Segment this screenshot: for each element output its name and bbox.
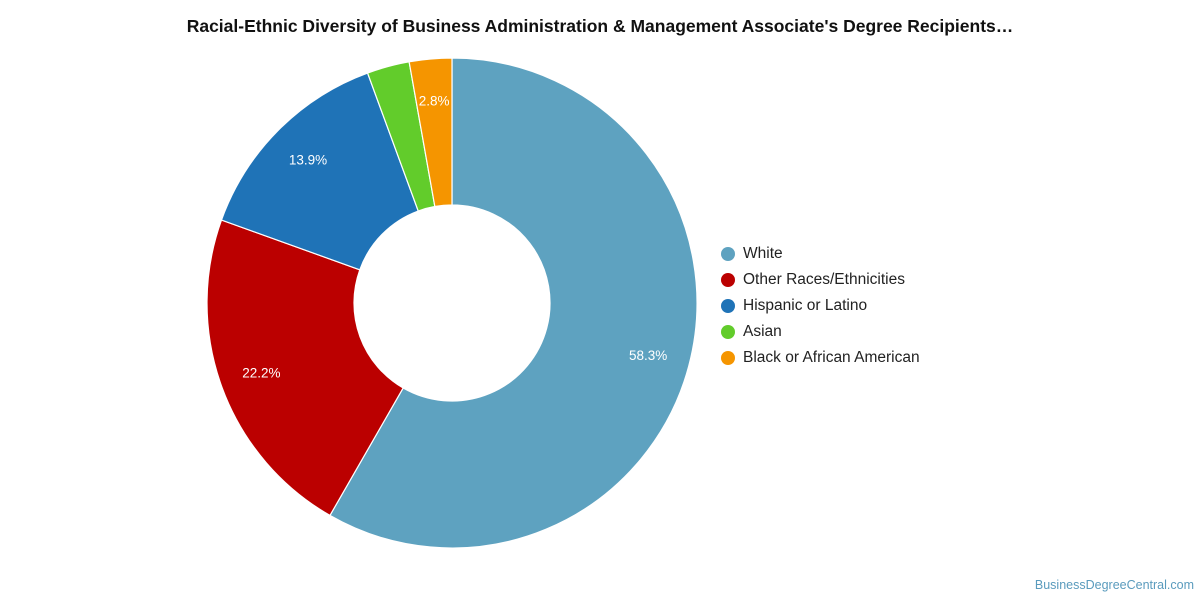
legend-swatch-icon bbox=[721, 325, 735, 339]
legend-label: White bbox=[743, 245, 783, 262]
slice-label-group: 58.3% 22.2% 13.9% 2.8% bbox=[242, 93, 667, 380]
legend-item-black-or-african-american[interactable]: Black or African American bbox=[721, 345, 920, 371]
slice-hispanic-or-latino[interactable] bbox=[220, 72, 419, 271]
slice-label-other-races-ethnicities: 22.2% bbox=[242, 365, 280, 380]
legend-swatch-icon bbox=[721, 351, 735, 365]
slice-other-races-ethnicities[interactable] bbox=[206, 219, 404, 517]
slice-black-or-african-american[interactable] bbox=[408, 57, 453, 208]
slice-white[interactable] bbox=[329, 57, 698, 549]
legend-item-hispanic-or-latino[interactable]: Hispanic or Latino bbox=[721, 293, 920, 319]
slice-label-black-or-african-american: 2.8% bbox=[419, 93, 450, 108]
legend-swatch-icon bbox=[721, 273, 735, 287]
slice-group bbox=[206, 57, 698, 549]
legend-swatch-icon bbox=[721, 247, 735, 261]
legend-item-asian[interactable]: Asian bbox=[721, 319, 920, 345]
chart-title: Racial-Ethnic Diversity of Business Admi… bbox=[186, 16, 1014, 36]
slice-label-white: 58.3% bbox=[629, 348, 667, 363]
legend-item-other-races-ethnicities[interactable]: Other Races/Ethnicities bbox=[721, 267, 920, 293]
legend-label: Other Races/Ethnicities bbox=[743, 271, 905, 288]
legend-swatch-icon bbox=[721, 299, 735, 313]
legend-item-white[interactable]: White bbox=[721, 241, 920, 267]
source-credit[interactable]: BusinessDegreeCentral.com bbox=[1034, 578, 1194, 592]
legend-label: Black or African American bbox=[743, 349, 920, 366]
slice-label-hispanic-or-latino: 13.9% bbox=[289, 152, 327, 167]
chart-legend: White Other Races/Ethnicities Hispanic or … bbox=[721, 241, 920, 371]
legend-label: Hispanic or Latino bbox=[743, 297, 868, 314]
legend-label: Asian bbox=[743, 323, 782, 340]
